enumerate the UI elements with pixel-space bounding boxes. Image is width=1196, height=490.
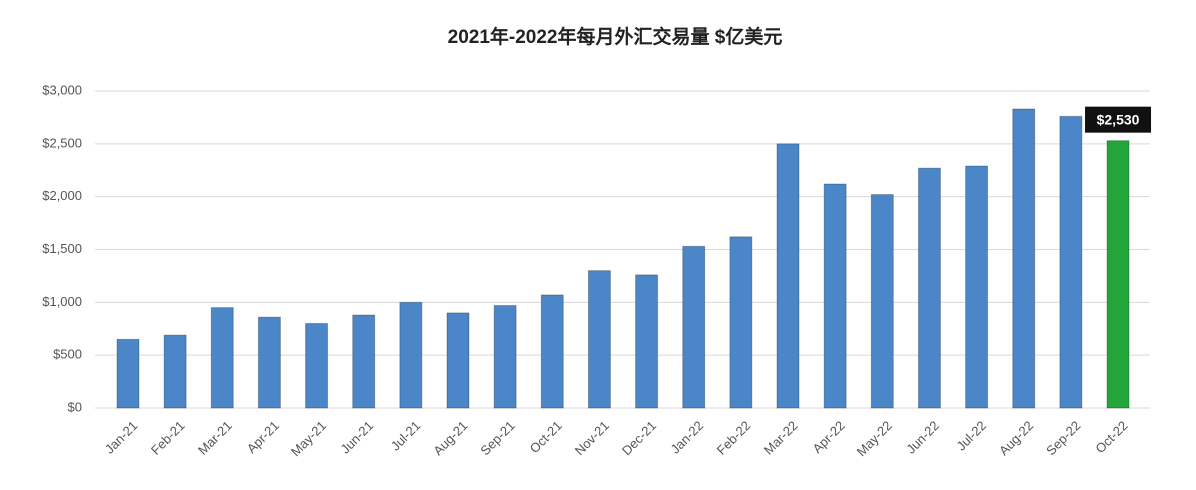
y-tick-label: $500 — [53, 347, 82, 362]
bar — [587, 270, 611, 409]
bar — [1012, 108, 1036, 409]
y-tick-label: $2,000 — [42, 188, 82, 203]
bar — [163, 334, 187, 409]
y-tick-label: $1,500 — [42, 241, 82, 256]
bar — [210, 307, 234, 409]
bar — [917, 167, 941, 409]
bar — [116, 338, 140, 409]
bar — [635, 274, 659, 409]
bar — [305, 322, 329, 409]
bar — [870, 194, 894, 409]
y-tick-label: $2,500 — [42, 135, 82, 150]
bar — [823, 183, 847, 409]
bar — [257, 316, 281, 409]
bar — [1059, 115, 1083, 409]
chart-title: 2021年-2022年每月外汇交易量 $亿美元 — [448, 25, 783, 48]
bar — [682, 245, 706, 409]
bar — [399, 301, 423, 409]
data-label-box — [1085, 106, 1152, 133]
y-tick-label: $0 — [68, 399, 82, 414]
bar — [493, 305, 517, 409]
data-label: $2,530 — [1097, 111, 1140, 127]
bar — [776, 143, 800, 409]
bar — [352, 314, 376, 409]
y-tick-label: $3,000 — [42, 82, 82, 97]
bar — [540, 294, 564, 409]
bar — [446, 312, 470, 409]
bar — [1106, 140, 1130, 409]
y-tick-label: $1,000 — [42, 294, 82, 309]
bar — [965, 165, 989, 409]
bar — [729, 236, 753, 409]
